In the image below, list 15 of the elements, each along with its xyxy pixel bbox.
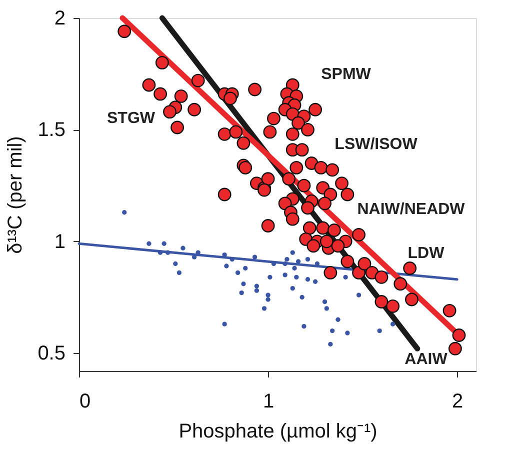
y-tick-label: 2 — [54, 8, 66, 30]
y-tick-label: 0.5 — [38, 342, 66, 365]
y-tick-label: 1 — [54, 230, 66, 253]
x-tick-label: 1 — [262, 390, 274, 412]
annotation: AAIW — [404, 351, 448, 368]
annotation: NAIW/NEADW — [357, 201, 466, 218]
y-tick-label: 1.5 — [38, 119, 66, 142]
annotation: SPMW — [321, 66, 372, 83]
x-axis-title: Phosphate (µmol kg⁻¹) — [178, 420, 378, 442]
x-tick-label: 2 — [452, 390, 464, 412]
annotation: LSW/ISOW — [334, 136, 418, 153]
annotation: STGW — [107, 110, 156, 127]
x-tick-label: 0 — [80, 390, 91, 412]
annotation: LDW — [408, 245, 446, 262]
y-axis-title: δ¹³C (per mil) — [4, 136, 27, 254]
